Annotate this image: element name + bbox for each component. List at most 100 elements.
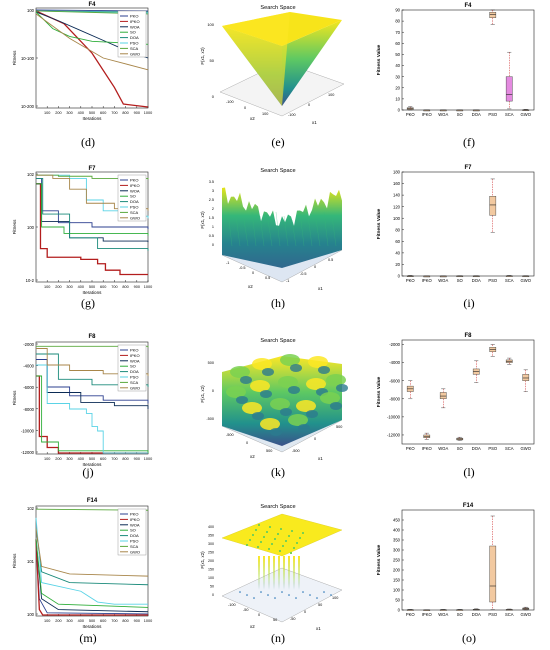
x-tick-label: SCA bbox=[505, 446, 514, 451]
box-plot-f14: F14 0 50 100 150 200 250 300 350 400 450 Fitness Va… bbox=[376, 503, 535, 617]
surface-peak bbox=[320, 392, 340, 404]
y-tick-label: 20 bbox=[395, 262, 400, 267]
surface-hole bbox=[258, 524, 260, 526]
surface-spike bbox=[273, 556, 275, 590]
surface-peak bbox=[226, 386, 246, 398]
x1-axis-label: x1 bbox=[318, 286, 323, 291]
z-tick-label: 3.5 bbox=[209, 180, 214, 184]
box-plot-f4: F4 0 10 20 30 40 50 60 70 80 90 Fitness Value PKO IPK… bbox=[376, 3, 535, 117]
surface-hole bbox=[246, 544, 248, 546]
surface-ridge bbox=[267, 219, 273, 247]
x-tick-label: 900 bbox=[134, 111, 140, 115]
series-line-ipko bbox=[36, 183, 148, 276]
surface-hole bbox=[282, 545, 284, 547]
surface-minimum bbox=[302, 591, 304, 593]
y-tick-label: 0 bbox=[398, 608, 401, 613]
x-tick-label: SO bbox=[457, 612, 464, 617]
x-tick-label: PSO bbox=[488, 612, 498, 617]
series-line-gwo bbox=[35, 13, 149, 71]
chart-title: F14 bbox=[463, 503, 474, 509]
plot-frame bbox=[401, 509, 535, 611]
convergence-plot-f8: F8 -2000 -4000 -6000 -8000 -10000 -12000 100 200… bbox=[12, 334, 152, 467]
legend-label-gwo: GWO bbox=[130, 385, 140, 390]
surface-valley bbox=[288, 386, 300, 394]
y-tick-label: 0 bbox=[398, 274, 401, 279]
surface-floor bbox=[221, 567, 343, 623]
y-tick-label: 100 bbox=[393, 216, 401, 221]
x-tick-label: WOA bbox=[438, 112, 448, 117]
surface-ridge bbox=[291, 219, 297, 247]
surface-hole bbox=[302, 532, 304, 534]
legend-label-pko: PKO bbox=[130, 14, 138, 19]
y-tick-label: -8000 bbox=[23, 407, 34, 412]
z-tick-label: 250 bbox=[208, 551, 214, 555]
legend-label-gwo: GWO bbox=[130, 51, 140, 56]
surface-spike bbox=[298, 556, 300, 590]
box-woa bbox=[439, 392, 447, 399]
x2-tick-label: 100 bbox=[262, 112, 268, 116]
x-tick-label: 800 bbox=[122, 457, 128, 461]
surface-peak bbox=[260, 418, 280, 430]
surface-hole bbox=[280, 528, 282, 530]
x-tick-label: 600 bbox=[100, 457, 106, 461]
x-tick-label: 400 bbox=[78, 285, 84, 289]
x1-axis-label: x1 bbox=[312, 120, 317, 125]
chart-title: F7 bbox=[88, 166, 96, 172]
x-tick-label: 200 bbox=[55, 111, 61, 115]
legend-box bbox=[117, 508, 147, 556]
surface-minimum bbox=[274, 597, 276, 599]
y-tick-label: 40 bbox=[395, 63, 400, 68]
chart-title: Search Space bbox=[260, 504, 295, 510]
caption-h: (h) bbox=[271, 296, 285, 310]
x1-tick-label: 100 bbox=[332, 596, 338, 600]
caption-k: (k) bbox=[271, 465, 285, 479]
y-tick-label: 60 bbox=[395, 239, 400, 244]
surface-peak bbox=[306, 378, 326, 390]
y-tick-label: -4000 bbox=[23, 364, 34, 369]
y-tick-label: -10000 bbox=[387, 414, 401, 419]
surface-hole bbox=[279, 550, 281, 552]
x-tick-label: 500 bbox=[89, 285, 95, 289]
legend-label-ipko: IPKO bbox=[130, 19, 140, 24]
y-tick-label: 160 bbox=[393, 181, 401, 186]
surface-peak bbox=[326, 374, 346, 386]
x-tick-label: IPKO bbox=[422, 612, 433, 617]
x-tick-label: PKO bbox=[406, 112, 416, 117]
x-tick-label: 100 bbox=[44, 457, 50, 461]
y-axis-label: Fitness bbox=[12, 553, 17, 569]
chart-title: Search Space bbox=[260, 338, 295, 344]
x-tick-label: 900 bbox=[134, 619, 140, 623]
chart-title: F4 bbox=[88, 2, 96, 8]
surface-mesh bbox=[222, 187, 342, 268]
plot-frame bbox=[401, 9, 535, 111]
x1-tick-label: 0 bbox=[314, 437, 316, 441]
z-tick-label: 0 bbox=[212, 94, 215, 99]
surface-valley bbox=[330, 402, 342, 410]
x2-tick-label: -0.5 bbox=[239, 266, 246, 270]
y-tick-label: 30 bbox=[395, 74, 400, 79]
surface-valley bbox=[290, 364, 302, 372]
y-tick-label: 40 bbox=[395, 250, 400, 255]
surface-peak bbox=[288, 414, 308, 426]
y-tick-label: 150 bbox=[393, 578, 401, 583]
x-tick-label: 600 bbox=[100, 619, 106, 623]
y-tick-label: 10-100 bbox=[21, 56, 35, 61]
surface-peak bbox=[270, 398, 290, 410]
surface-peak bbox=[308, 356, 328, 368]
x1-tick-label: 500 bbox=[336, 425, 342, 429]
x-axis-label: Iterations bbox=[83, 462, 103, 467]
x-tick-label: 900 bbox=[134, 285, 140, 289]
x-tick-label: 800 bbox=[122, 619, 128, 623]
x-tick-label: IPKO bbox=[422, 446, 433, 451]
y-tick-label: -8000 bbox=[389, 396, 400, 401]
y-axis-label: Fitness bbox=[12, 219, 17, 235]
legend-label-woa: WOA bbox=[130, 24, 140, 29]
x-tick-label: PKO bbox=[406, 446, 416, 451]
x-axis-label: Iterations bbox=[83, 116, 103, 121]
x-tick-label: 500 bbox=[89, 111, 95, 115]
y-tick-label: -2000 bbox=[389, 342, 400, 347]
surface-hole bbox=[257, 546, 259, 548]
surface-peak bbox=[230, 366, 250, 378]
surface-spike bbox=[278, 556, 280, 590]
